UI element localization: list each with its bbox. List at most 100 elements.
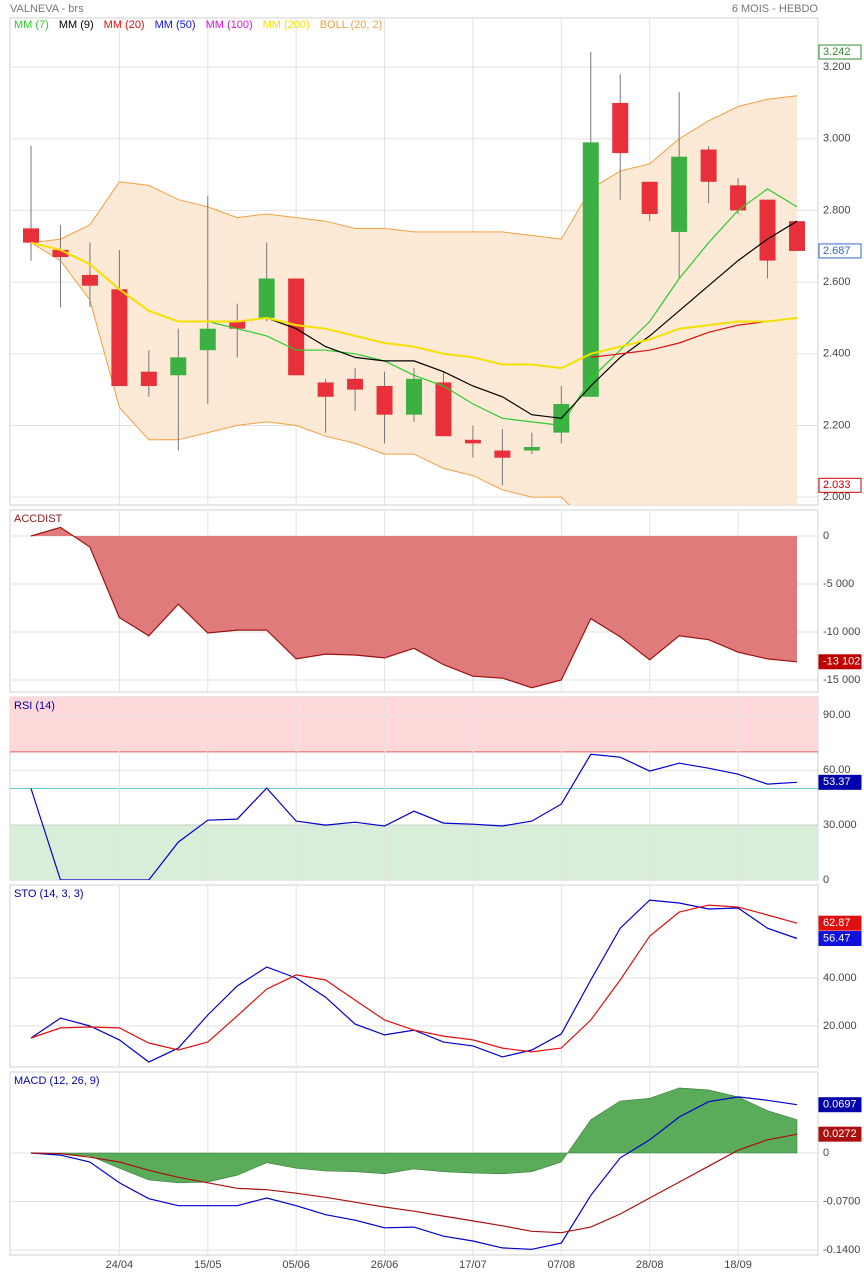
panel <box>9 884 819 1068</box>
chart-title: VALNEVA - brs <box>10 3 84 15</box>
candle-body <box>199 328 216 351</box>
y-tick-label: 0 <box>823 530 829 542</box>
x-tick-label: 28/08 <box>636 1259 664 1271</box>
candle-body <box>641 181 658 215</box>
period-label: 6 MOIS - HEBDO <box>732 3 819 15</box>
line <box>30 1133 798 1234</box>
value-label: -13 102 <box>823 656 860 668</box>
y-tick-label: 0 <box>823 874 829 886</box>
candle-body <box>730 185 747 211</box>
candle-body <box>111 289 128 387</box>
line <box>30 1096 798 1250</box>
bollinger-lower <box>30 242 571 505</box>
value-label: 0.0697 <box>823 1099 857 1111</box>
x-tick-label: 24/04 <box>106 1259 134 1271</box>
y-tick-label: -15 000 <box>823 674 860 686</box>
histogram-area <box>30 1087 798 1184</box>
y-tick-label: 2.800 <box>823 204 851 216</box>
zone <box>10 697 818 752</box>
value-label: 53.37 <box>823 776 851 788</box>
x-tick-label: 18/09 <box>724 1259 752 1271</box>
candle-body <box>612 102 629 154</box>
y-tick-label: 20.000 <box>823 1020 857 1032</box>
area <box>31 527 797 688</box>
panel-title: STO (14, 3, 3) <box>14 888 84 900</box>
y-tick-label: 90.00 <box>823 709 851 721</box>
panel-title: MACD (12, 26, 9) <box>14 1075 100 1087</box>
value-label: 2.033 <box>823 479 851 491</box>
candle-body <box>671 156 688 232</box>
candle-body <box>759 199 776 261</box>
candle-body <box>700 149 717 182</box>
candle-body <box>317 382 334 397</box>
x-tick-label: 07/08 <box>548 1259 576 1271</box>
candle-body <box>288 278 305 376</box>
value-box <box>818 915 862 931</box>
candle-body <box>52 249 69 258</box>
area-line <box>30 526 798 689</box>
value-box <box>818 477 862 493</box>
plot <box>10 510 818 692</box>
y-tick-label: 60.00 <box>823 764 851 776</box>
value-box <box>818 1126 862 1142</box>
value-box <box>818 243 862 259</box>
moving-average <box>30 241 798 370</box>
value-label: 2.687 <box>823 245 851 257</box>
candle-body <box>789 221 805 251</box>
candle-body <box>23 228 39 243</box>
candle-body <box>140 371 157 387</box>
candle-body <box>347 378 364 390</box>
legend-entry: MM (100) <box>206 19 253 31</box>
line <box>30 904 798 1053</box>
candle-body <box>406 378 422 415</box>
value-box <box>818 44 862 60</box>
plot <box>10 885 818 1067</box>
x-tick-label: 15/05 <box>194 1259 222 1271</box>
candle-body <box>81 274 98 286</box>
y-tick-label: -0.1400 <box>823 1244 860 1256</box>
line <box>30 753 798 880</box>
zone <box>10 825 818 880</box>
y-tick-label: -5 000 <box>823 578 854 590</box>
x-tick-label: 05/06 <box>282 1259 310 1271</box>
legend-entry: MM (9) <box>59 19 94 31</box>
y-tick-label: -10 000 <box>823 626 860 638</box>
plot <box>10 18 818 505</box>
legend-entry: BOLL (20, 2) <box>320 19 383 31</box>
candle-body <box>376 386 393 415</box>
value-box <box>818 654 862 670</box>
y-tick-label: 0 <box>823 1147 829 1159</box>
legend-entry: MM (50) <box>155 19 196 31</box>
x-tick-label: 17/07 <box>459 1259 487 1271</box>
candle-body <box>523 446 540 451</box>
x-tick-label: 26/06 <box>371 1259 399 1271</box>
value-label: 56.47 <box>823 932 851 944</box>
value-label: 3.242 <box>823 46 851 58</box>
moving-average <box>266 220 798 419</box>
legend-entry: MM (7) <box>14 19 49 31</box>
y-tick-label: 2.200 <box>823 419 851 431</box>
bollinger-band <box>31 95 797 505</box>
value-box <box>818 1097 862 1113</box>
candle-body <box>258 278 275 318</box>
value-box <box>818 931 862 947</box>
value-label: 0.0272 <box>823 1128 857 1140</box>
legend-entry: MM (20) <box>104 19 145 31</box>
plot <box>10 1072 818 1255</box>
candle-body <box>464 439 481 444</box>
legend-entry: MM (200) <box>263 19 310 31</box>
panel-title: ACCDIST <box>14 513 63 525</box>
candle-body <box>582 142 599 397</box>
y-tick-label: -0.0700 <box>823 1195 860 1207</box>
bollinger-upper <box>30 95 798 244</box>
value-box <box>818 774 862 790</box>
y-tick-label: 3.200 <box>823 61 851 73</box>
plot <box>10 697 818 880</box>
y-tick-label: 30.000 <box>823 819 857 831</box>
y-tick-label: 2.600 <box>823 276 851 288</box>
y-tick-label: 2.000 <box>823 491 851 503</box>
panel-title: RSI (14) <box>14 700 55 712</box>
candle-body <box>435 382 452 437</box>
moving-average <box>207 188 798 427</box>
